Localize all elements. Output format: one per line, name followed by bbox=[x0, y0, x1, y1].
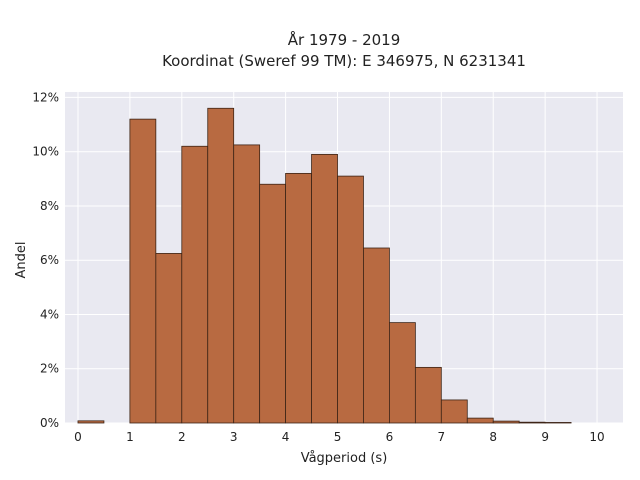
x-tick-label: 7 bbox=[438, 430, 446, 444]
tick-labels: 0 1 2 3 4 5 6 7 8 9 10 0% 2% 4% 6% 8% 10% 12% bbox=[32, 90, 604, 444]
histogram-bar bbox=[492, 420, 520, 424]
histogram-bar bbox=[337, 175, 364, 424]
y-tick-label: 2% bbox=[40, 362, 59, 376]
histogram-bar bbox=[155, 253, 183, 424]
x-tick-label: 9 bbox=[541, 430, 549, 444]
x-axis-label: Vågperiod (s) bbox=[301, 451, 388, 466]
y-tick-label: 4% bbox=[40, 307, 59, 321]
x-tick-label: 8 bbox=[489, 430, 497, 444]
chart-title-line-1: År 1979 - 2019 bbox=[288, 30, 401, 49]
y-tick-label: 12% bbox=[32, 90, 59, 104]
histogram-bar bbox=[466, 417, 494, 424]
x-tick-label: 5 bbox=[334, 430, 342, 444]
histogram-bar bbox=[440, 399, 468, 424]
x-tick-label: 10 bbox=[589, 430, 604, 444]
y-tick-label: 8% bbox=[40, 199, 59, 213]
histogram-bar bbox=[233, 144, 261, 424]
histogram-bar bbox=[389, 322, 416, 424]
y-tick-label: 6% bbox=[40, 253, 59, 267]
histogram-bar bbox=[129, 118, 157, 424]
histogram-bar bbox=[259, 183, 287, 424]
y-tick-label: 10% bbox=[32, 145, 59, 159]
y-tick-label: 0% bbox=[40, 416, 59, 430]
x-tick-label: 6 bbox=[386, 430, 394, 444]
x-tick-label: 0 bbox=[74, 430, 82, 444]
x-tick-label: 1 bbox=[126, 430, 134, 444]
histogram-bar bbox=[414, 366, 442, 424]
bars bbox=[77, 107, 572, 424]
histogram-bar bbox=[77, 420, 105, 424]
histogram-bar bbox=[285, 172, 312, 424]
histogram-bar bbox=[311, 154, 338, 424]
histogram-bar bbox=[207, 107, 235, 424]
histogram-bar bbox=[518, 421, 546, 424]
histogram-bar bbox=[181, 145, 209, 424]
x-tick-label: 3 bbox=[230, 430, 238, 444]
histogram-bar bbox=[544, 422, 572, 424]
x-tick-label: 2 bbox=[178, 430, 186, 444]
x-tick-label: 4 bbox=[282, 430, 290, 444]
y-axis-label: Andel bbox=[14, 242, 29, 279]
histogram-bar bbox=[363, 247, 390, 424]
chart-title-line-2: Koordinat (Sweref 99 TM): E 346975, N 62… bbox=[162, 52, 526, 70]
